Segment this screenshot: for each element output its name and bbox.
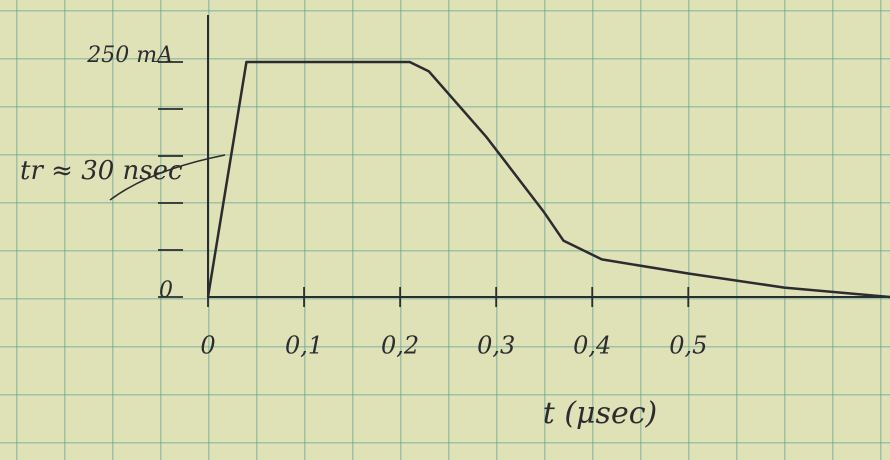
x-axis-label: t (μsec) xyxy=(543,396,657,431)
x-tick-label: 0,2 xyxy=(381,332,419,360)
x-tick-label: 0,4 xyxy=(573,332,611,360)
chart: tr ≈ 30 nsec t (μsec) 0 250 mA 0 0,1 0,2 0,3 0… xyxy=(0,0,890,460)
y-tick-label: 0 xyxy=(159,278,173,303)
data-line xyxy=(208,62,890,297)
x-tick-label: 0,5 xyxy=(669,332,707,360)
x-tick-label: 0,1 xyxy=(285,332,323,360)
y-tick-label: 250 mA xyxy=(86,43,173,68)
annotation: tr ≈ 30 nsec xyxy=(20,156,183,186)
page: {"chart_data": {"type": "line", "annotat… xyxy=(0,0,890,460)
x-tick-label: 0,3 xyxy=(477,332,515,360)
x-tick-label: 0 xyxy=(200,332,215,360)
